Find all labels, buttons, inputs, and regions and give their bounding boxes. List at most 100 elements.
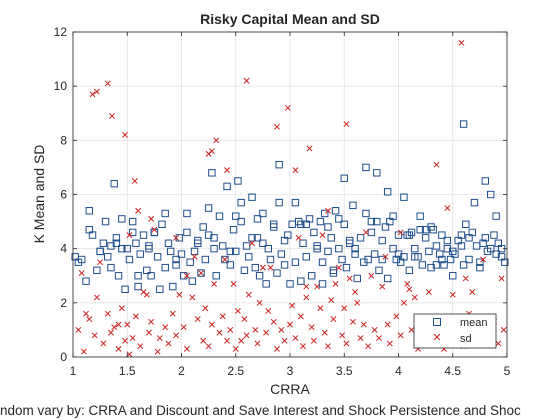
sd-point (118, 305, 125, 312)
sd-point (249, 240, 255, 247)
mean-point (156, 285, 164, 293)
mean-point (308, 272, 316, 280)
mean-point (277, 250, 286, 258)
mean-point (188, 277, 197, 285)
mean-point (161, 209, 169, 218)
mean-point (240, 266, 249, 275)
mean-point (232, 212, 240, 220)
mean-point (378, 236, 386, 245)
sd-point (200, 337, 207, 344)
sd-point (91, 332, 98, 339)
sd-point (173, 332, 180, 339)
mean-point (416, 212, 424, 220)
mean-point (114, 272, 123, 280)
mean-point (438, 255, 446, 264)
mean-point (487, 244, 495, 253)
sd-point (270, 318, 277, 325)
mean-point (389, 212, 397, 220)
mean-point (400, 253, 408, 261)
sd-point (100, 340, 107, 347)
mean-point (331, 207, 340, 215)
mean-point (221, 255, 229, 264)
mean-point (462, 220, 470, 228)
mean-point (104, 253, 112, 261)
mean-point (381, 223, 390, 231)
sd-point (156, 335, 163, 341)
mean-point (232, 247, 240, 256)
mean-point (340, 220, 348, 228)
sd-point (360, 321, 367, 328)
x-tick-label: 3.5 (336, 364, 353, 378)
mean-point (438, 231, 446, 239)
sd-point (281, 337, 288, 344)
mean-point (492, 212, 500, 220)
mean-point (340, 174, 348, 182)
mean-point (324, 247, 332, 256)
mean-point (362, 163, 370, 172)
mean-point (139, 231, 148, 239)
sd-point (145, 329, 152, 336)
sd-point (135, 207, 142, 214)
mean-point (77, 255, 86, 264)
sd-point (346, 275, 353, 282)
mean-point (370, 250, 379, 258)
sd-point (362, 229, 369, 236)
sd-point (104, 80, 111, 87)
mean-point (299, 239, 307, 247)
mean-point (183, 209, 191, 218)
sd-point (252, 326, 259, 333)
mean-point (128, 228, 137, 237)
mean-point (362, 209, 370, 218)
sd-point (83, 310, 89, 317)
sd-point (89, 91, 96, 98)
sd-point (300, 343, 306, 350)
mean-point (199, 223, 207, 231)
sd-point (97, 259, 104, 266)
mean-point (248, 193, 256, 201)
sd-point (406, 286, 413, 293)
mean-point (345, 236, 354, 245)
sd-point (319, 232, 326, 239)
mean-point (383, 188, 392, 196)
mean-point (418, 261, 427, 269)
legend-box (413, 313, 497, 349)
sd-point (151, 226, 158, 233)
sd-point (115, 345, 122, 352)
sd-point (211, 280, 218, 287)
sd-point (111, 324, 118, 331)
sd-point (354, 299, 361, 306)
mean-point (183, 228, 191, 237)
sd-point (397, 229, 404, 236)
mean-point (465, 255, 473, 264)
sd-point (148, 318, 155, 325)
sd-point (232, 345, 239, 352)
sd-point (469, 289, 476, 295)
sd-point (325, 343, 331, 350)
mean-point (166, 247, 175, 256)
legend-sd-marker (433, 333, 441, 341)
x-tick-label: 2 (178, 364, 185, 378)
sd-point (330, 316, 337, 323)
mean-point (487, 190, 495, 199)
mean-point (405, 231, 414, 239)
mean-point (302, 220, 310, 228)
y-tick-label: 2 (60, 296, 67, 310)
mean-point (132, 239, 140, 247)
mean-point (134, 272, 142, 280)
sd-point (234, 308, 241, 314)
mean-point (364, 255, 372, 264)
sd-point (162, 324, 169, 331)
sd-point (221, 256, 228, 263)
sd-point (263, 329, 270, 336)
legend-mean-marker (433, 318, 441, 326)
mean-point (389, 244, 397, 253)
mean-point (172, 261, 180, 269)
x-tick-labels: 1 1.5 2 2.5 3 3.5 4 4.5 5 (70, 364, 511, 378)
mean-point (449, 272, 457, 280)
sd-point (93, 294, 100, 301)
mean-point (262, 280, 270, 288)
sd-point (243, 332, 250, 339)
mean-point (229, 226, 238, 234)
sd-point (256, 299, 263, 306)
